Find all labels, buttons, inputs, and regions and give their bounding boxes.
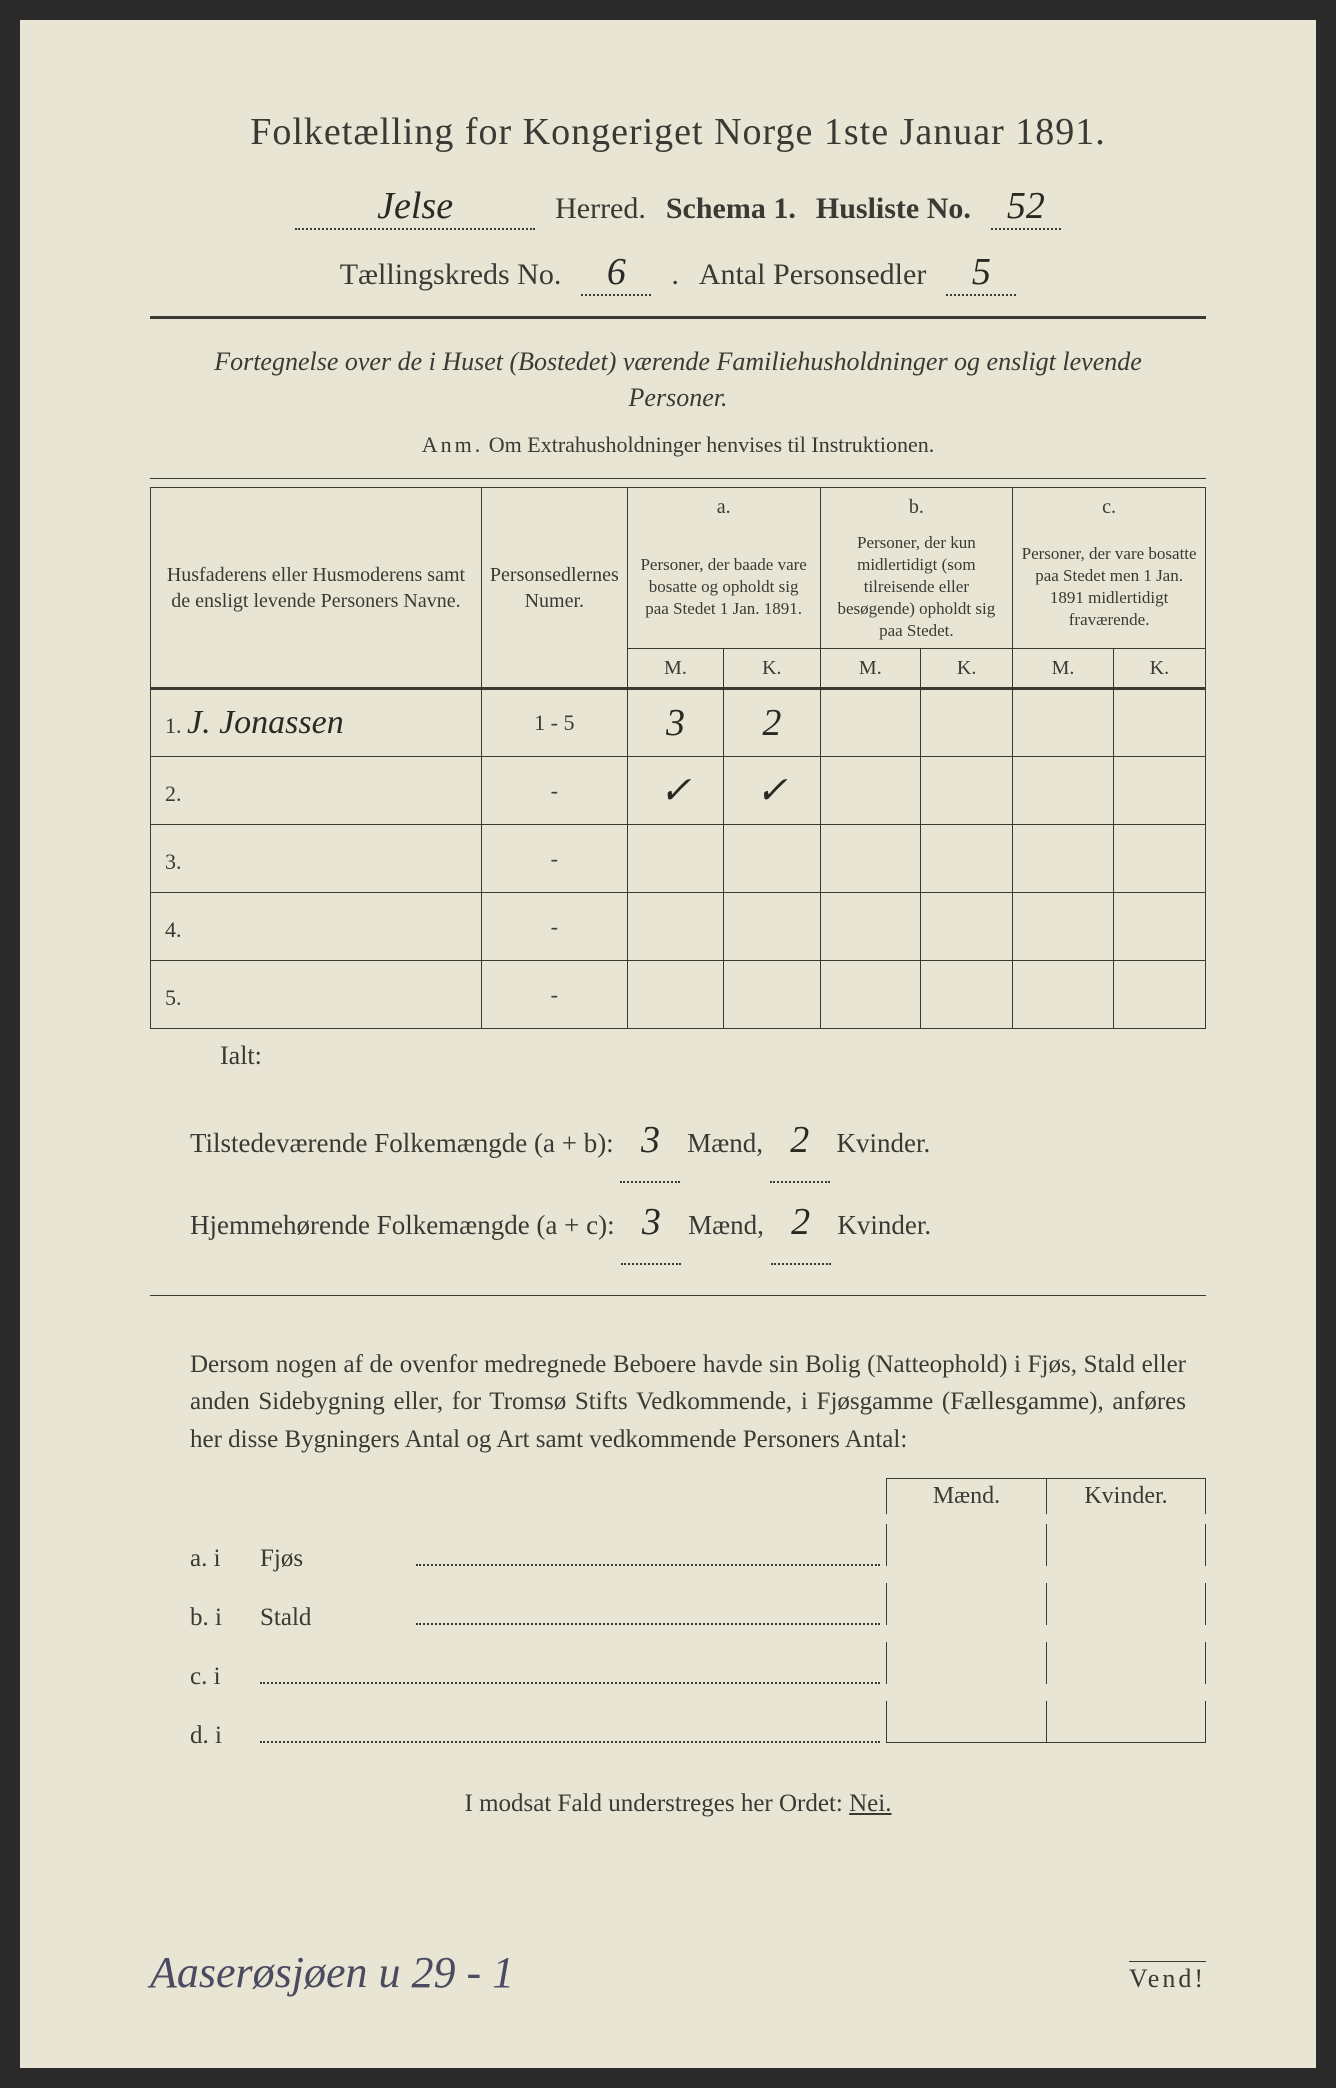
ialt-label: Ialt:	[150, 1041, 1206, 1071]
col-c-top: c.	[1013, 487, 1206, 526]
nei-text: I modsat Fald understreges her Ordet:	[465, 1790, 843, 1817]
summary-2-k: 2	[791, 1201, 810, 1243]
header-line-2: Tællingskreds No. 6 . Antal Personsedler…	[150, 250, 1206, 296]
divider	[150, 1295, 1206, 1296]
anm-text: Om Extrahusholdninger henvises til Instr…	[489, 432, 934, 457]
summary-2-m: 3	[642, 1201, 661, 1243]
building-row-b: b. i Stald	[150, 1583, 1206, 1632]
husliste-value: 52	[1007, 185, 1045, 227]
schema-label: Schema 1.	[666, 192, 796, 226]
subtitle: Fortegnelse over de i Huset (Bostedet) v…	[210, 344, 1146, 417]
summary-2-label: Hjemmehørende Folkemængde (a + c):	[190, 1210, 615, 1240]
header-line-1: Jelse Herred. Schema 1. Husliste No. 52	[150, 184, 1206, 230]
summary-1-m: 3	[641, 1119, 660, 1161]
summary-1-k: 2	[790, 1119, 809, 1161]
summary-block: Tilstedeværende Folkemængde (a + b): 3 M…	[150, 1101, 1206, 1265]
buildings-header: Mænd. Kvinder.	[150, 1478, 1206, 1514]
page-title: Folketælling for Kongeriget Norge 1ste J…	[150, 110, 1206, 154]
building-row-d: d. i	[150, 1701, 1206, 1750]
kreds-label: Tællingskreds No.	[340, 258, 562, 292]
census-table: Husfaderens eller Husmoderens samt de en…	[150, 487, 1206, 1029]
nei-line: I modsat Fald understreges her Ordet: Ne…	[150, 1790, 1206, 1818]
col-b-m: M.	[820, 649, 921, 689]
table-row: 4. -	[151, 893, 1206, 961]
footer: Aaserøsjøen u 29 - 1 Vend!	[150, 1947, 1206, 1998]
table-row: 2. -✓✓	[151, 757, 1206, 825]
col-a-k: K.	[724, 649, 820, 689]
husliste-label: Husliste No.	[816, 192, 971, 226]
antal-value: 5	[972, 251, 991, 293]
table-row: 1. J. Jonassen1 - 532	[151, 689, 1206, 757]
buildings-k-header: Kvinder.	[1046, 1478, 1206, 1514]
anm-label: Anm.	[422, 432, 484, 457]
maend-label: Mænd,	[687, 1128, 763, 1158]
table-row: 5. -	[151, 961, 1206, 1029]
summary-line-2: Hjemmehørende Folkemængde (a + c): 3 Mæn…	[190, 1183, 1206, 1265]
col-a-top: a.	[627, 487, 820, 526]
col-b: Personer, der kun midlertidigt (som tilr…	[820, 526, 1013, 649]
col-c-m: M.	[1013, 649, 1114, 689]
col-name: Husfaderens eller Husmoderens samt de en…	[151, 487, 482, 688]
buildings-table: Mænd. Kvinder. a. i Fjøs b. i Stald c. i…	[150, 1478, 1206, 1750]
col-b-k: K.	[921, 649, 1013, 689]
antal-label: Antal Personsedler	[699, 258, 926, 292]
nei-word: Nei.	[849, 1790, 891, 1817]
building-row-c: c. i	[150, 1642, 1206, 1691]
divider	[150, 478, 1206, 479]
footer-handwriting: Aaserøsjøen u 29 - 1	[150, 1947, 514, 1998]
divider	[150, 316, 1206, 319]
buildings-m-header: Mænd.	[886, 1478, 1046, 1514]
kvinder-label: Kvinder.	[836, 1128, 930, 1158]
herred-label: Herred.	[555, 192, 646, 226]
maend-label: Mænd,	[688, 1210, 764, 1240]
table-row: 3. -	[151, 825, 1206, 893]
census-form-page: Folketælling for Kongeriget Norge 1ste J…	[20, 20, 1316, 2068]
col-num: Personsedlernes Numer.	[481, 487, 627, 688]
col-c-k: K.	[1113, 649, 1205, 689]
herred-value: Jelse	[377, 185, 453, 227]
col-c: Personer, der vare bosatte paa Stedet me…	[1013, 526, 1206, 649]
col-a-m: M.	[627, 649, 723, 689]
col-a: Personer, der baade vare bosatte og opho…	[627, 526, 820, 649]
col-b-top: b.	[820, 487, 1013, 526]
summary-line-1: Tilstedeværende Folkemængde (a + b): 3 M…	[190, 1101, 1206, 1183]
vend-label: Vend!	[1129, 1961, 1206, 1994]
summary-1-label: Tilstedeværende Folkemængde (a + b):	[190, 1128, 614, 1158]
anm-line: Anm. Om Extrahusholdninger henvises til …	[150, 432, 1206, 458]
building-row-a: a. i Fjøs	[150, 1524, 1206, 1573]
kreds-value: 6	[607, 251, 626, 293]
kvinder-label: Kvinder.	[837, 1210, 931, 1240]
buildings-paragraph: Dersom nogen af de ovenfor medregnede Be…	[150, 1346, 1206, 1459]
